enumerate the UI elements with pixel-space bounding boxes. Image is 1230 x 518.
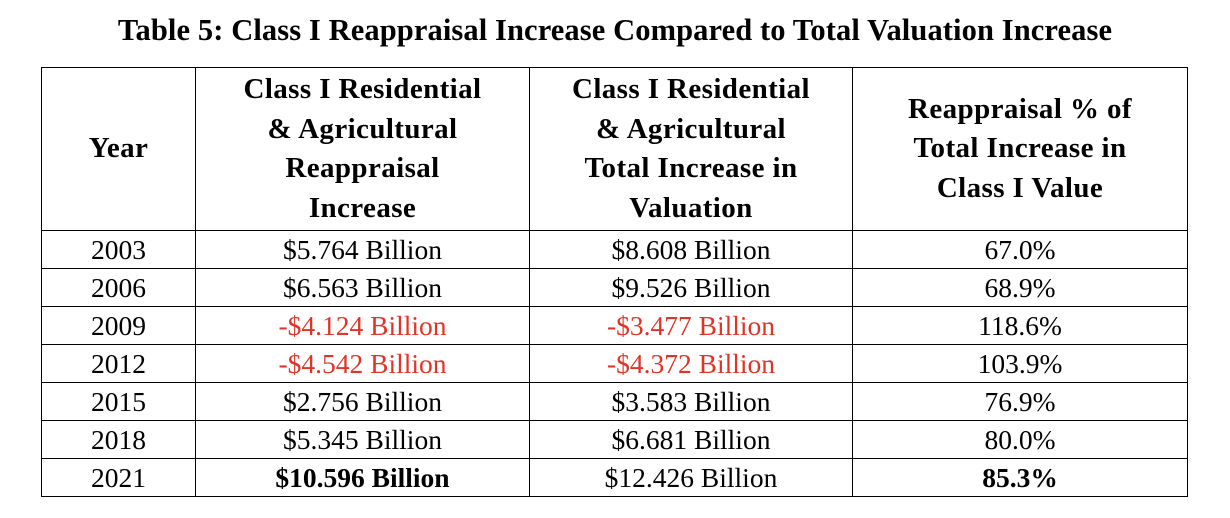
reappraisal-cell: $2.756 Billion (195, 382, 530, 421)
reappraisal-cell: $6.563 Billion (195, 268, 530, 307)
header-line: Valuation (629, 191, 753, 224)
year-cell: 2003 (41, 230, 196, 269)
table-row: 2009 -$4.124 Billion -$3.477 Billion 118… (41, 306, 1188, 345)
table-row: 2012 -$4.542 Billion -$4.372 Billion 103… (41, 344, 1188, 383)
total-cell: $12.426 Billion (529, 458, 853, 497)
header-total-increase: Class I Residential & Agricultural Total… (529, 67, 853, 231)
year-cell: 2009 (41, 306, 196, 345)
header-line: Total Increase in (584, 152, 798, 184)
header-row: Year Class I Residential & Agricultural … (41, 67, 1188, 231)
total-cell: $9.526 Billion (529, 268, 853, 307)
total-cell: $6.681 Billion (529, 420, 853, 459)
percent-cell-bold: 85.3% (852, 458, 1188, 497)
header-reappraisal-increase: Class I Residential & Agricultural Reapp… (195, 67, 530, 231)
header-year: Year (41, 67, 196, 231)
reappraisal-cell: $5.764 Billion (195, 230, 530, 269)
header-reappraisal-percent: Reappraisal % of Total Increase in Class… (852, 67, 1188, 231)
year-cell: 2012 (41, 344, 196, 383)
reappraisal-cell-negative: -$4.124 Billion (195, 306, 530, 345)
reappraisal-cell-negative: -$4.542 Billion (195, 344, 530, 383)
header-line: Total Increase in (913, 132, 1127, 165)
percent-cell: 118.6% (852, 306, 1188, 345)
total-cell-negative: -$4.372 Billion (529, 344, 853, 383)
header-line: Class I Residential (571, 73, 810, 105)
percent-cell: 76.9% (852, 382, 1188, 421)
header-line: & Agricultural (267, 112, 458, 145)
year-cell: 2018 (41, 420, 196, 459)
percent-cell: 80.0% (852, 420, 1188, 459)
table-row: 2003 $5.764 Billion $8.608 Billion 67.0% (41, 230, 1188, 269)
header-year-line: Year (88, 132, 149, 165)
header-line: Increase (308, 191, 417, 224)
reappraisal-cell-bold: $10.596 Billion (195, 458, 530, 497)
reappraisal-cell: $5.345 Billion (195, 420, 530, 459)
year-cell: 2015 (41, 382, 196, 421)
header-line: Class I Residential (243, 73, 482, 105)
percent-cell: 103.9% (852, 344, 1188, 383)
table-caption: Table 5: Class I Reappraisal Increase Co… (117, 13, 1113, 47)
header-line: Class I Value (936, 171, 1104, 204)
year-cell: 2021 (41, 458, 196, 497)
valuation-table: Year Class I Residential & Agricultural … (41, 67, 1188, 497)
total-cell-negative: -$3.477 Billion (529, 306, 853, 345)
table-row: 2006 $6.563 Billion $9.526 Billion 68.9% (41, 268, 1188, 307)
table-row: 2015 $2.756 Billion $3.583 Billion 76.9% (41, 382, 1188, 421)
year-cell: 2006 (41, 268, 196, 307)
percent-cell: 67.0% (852, 230, 1188, 269)
table-row: 2018 $5.345 Billion $6.681 Billion 80.0% (41, 420, 1188, 459)
header-line: Reappraisal (285, 152, 440, 184)
header-line: Reappraisal % of (908, 92, 1132, 125)
table-row: 2021 $10.596 Billion $12.426 Billion 85.… (41, 458, 1188, 497)
total-cell: $3.583 Billion (529, 382, 853, 421)
header-line: & Agricultural (595, 112, 787, 145)
percent-cell: 68.9% (852, 268, 1188, 307)
total-cell: $8.608 Billion (529, 230, 853, 269)
